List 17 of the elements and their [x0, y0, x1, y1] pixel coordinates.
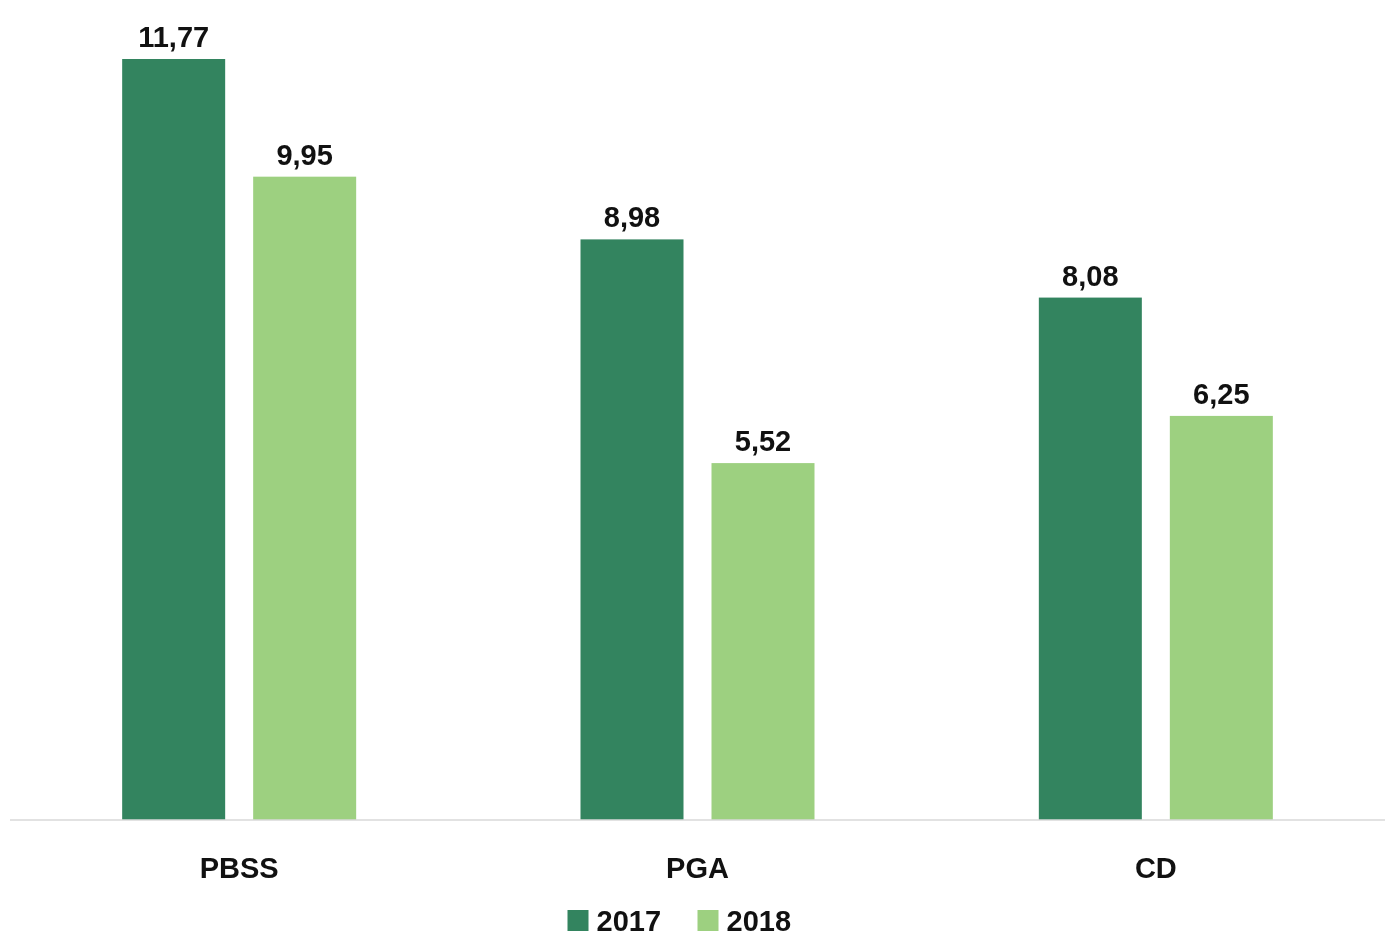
- x-tick-label: PBSS: [199, 852, 279, 884]
- data-label: 5,52: [734, 425, 792, 458]
- data-label: 8,08: [1062, 259, 1119, 292]
- bar: [580, 239, 684, 820]
- data-label: 8,98: [603, 201, 661, 234]
- bar: [1169, 415, 1273, 820]
- data-label: 6,25: [1193, 377, 1250, 410]
- bar: [122, 59, 226, 820]
- bar: [1038, 297, 1142, 820]
- x-tick-label: PGA: [666, 852, 729, 884]
- data-label: 9,95: [276, 138, 333, 171]
- x-tick-label: CD: [1134, 852, 1177, 884]
- bar: [253, 176, 357, 820]
- legend-label: 2018: [726, 905, 792, 937]
- legend-label: 2017: [596, 905, 662, 937]
- bar: [711, 463, 815, 820]
- data-label: 11,77: [138, 21, 210, 53]
